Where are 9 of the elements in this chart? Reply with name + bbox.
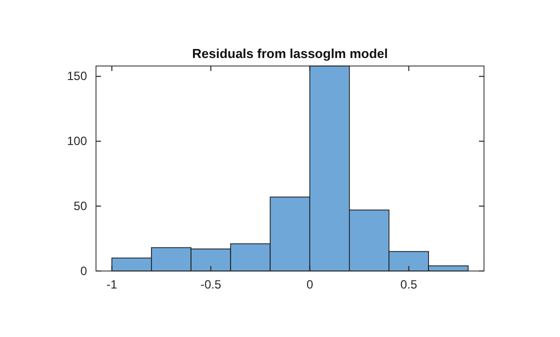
y-tick-label: 0: [80, 264, 88, 278]
x-tick-label: -1: [106, 278, 118, 292]
y-tick-label: 50: [74, 198, 88, 213]
y-tick-label: 150: [66, 69, 88, 84]
x-tick-label: 0.5: [400, 278, 418, 292]
chart-title: Residuals from lassoglm model: [192, 46, 388, 61]
x-tick-label: 0: [306, 278, 314, 292]
y-tick-label: 100: [66, 134, 88, 148]
x-tick-label: -0.5: [200, 278, 222, 292]
